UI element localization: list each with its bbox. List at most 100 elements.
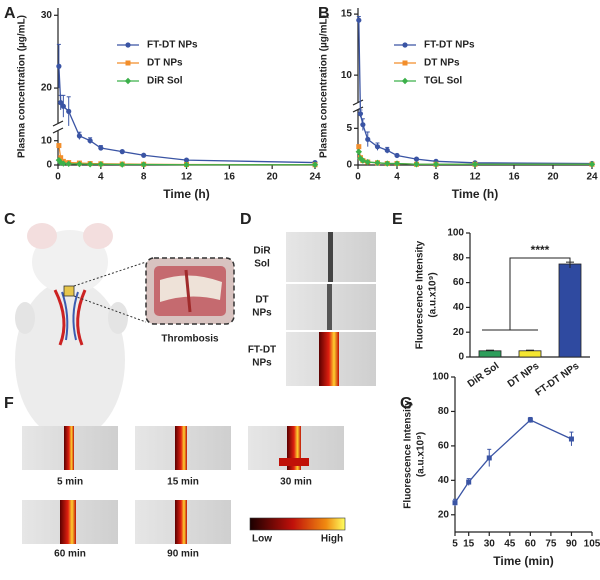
y-tick-label: 60 bbox=[453, 277, 465, 288]
image-label: 15 min bbox=[167, 477, 199, 488]
y-tick-label: 5 bbox=[346, 123, 352, 134]
marker bbox=[401, 77, 409, 85]
panel-letter: C bbox=[4, 211, 16, 228]
fluorescence-images bbox=[286, 232, 376, 386]
marker bbox=[486, 455, 492, 461]
bar bbox=[558, 263, 582, 358]
x-tick-label: 20 bbox=[267, 172, 279, 183]
marker bbox=[355, 148, 363, 155]
x-axis-label: Time (min) bbox=[493, 554, 553, 568]
y-tick-label: 15 bbox=[341, 9, 353, 20]
x-tick-label: 15 bbox=[463, 539, 475, 550]
marker bbox=[58, 155, 64, 161]
marker bbox=[98, 145, 104, 151]
panel-letter: E bbox=[392, 211, 403, 228]
x-tick-label: 16 bbox=[508, 172, 520, 183]
x-tick-label: FT-DT NPs bbox=[534, 360, 582, 398]
marker bbox=[471, 161, 479, 168]
marker bbox=[413, 161, 420, 168]
y-axis-label: Fluorescence Intensity bbox=[415, 240, 426, 349]
y-tick-label: 0 bbox=[458, 352, 464, 363]
marker bbox=[56, 143, 62, 149]
x-tick-label: 4 bbox=[98, 172, 104, 183]
legend-label: FT-DT NPs bbox=[424, 40, 475, 51]
y-axis-label: Plasma concentration (µg/mL) bbox=[17, 15, 28, 158]
y-tick-label: 20 bbox=[453, 327, 465, 338]
marker bbox=[360, 122, 366, 128]
image-label: NPs bbox=[252, 308, 272, 319]
marker bbox=[87, 138, 93, 144]
marker bbox=[394, 152, 400, 159]
panel-letter: D bbox=[240, 211, 252, 228]
marker bbox=[402, 60, 408, 66]
panel-letter: B bbox=[318, 5, 330, 22]
marker bbox=[56, 63, 62, 69]
marker bbox=[374, 144, 381, 150]
marker bbox=[119, 161, 126, 168]
x-tick-label: 90 bbox=[566, 539, 578, 550]
marker bbox=[65, 160, 72, 167]
image-label: 5 min bbox=[57, 477, 83, 488]
time-lapse-images bbox=[22, 426, 346, 544]
marker bbox=[183, 161, 190, 168]
marker bbox=[374, 159, 381, 166]
x-tick-label: 60 bbox=[525, 539, 537, 550]
axis-break bbox=[352, 106, 364, 113]
series-line bbox=[358, 20, 593, 165]
axis-break bbox=[352, 99, 364, 106]
bar bbox=[478, 350, 502, 358]
x-axis-label: Time (h) bbox=[452, 187, 498, 201]
marker bbox=[125, 42, 131, 48]
x-axis-label: Time (h) bbox=[163, 187, 209, 201]
significance-bracket bbox=[509, 257, 571, 330]
y-axis-label: (a.u.x10⁹) bbox=[416, 432, 427, 477]
x-tick-label: 24 bbox=[309, 172, 321, 183]
y-tick-label: 80 bbox=[453, 252, 465, 263]
marker bbox=[140, 161, 147, 168]
panel-letter: G bbox=[400, 395, 412, 412]
y-tick-label: 40 bbox=[453, 302, 465, 313]
marker bbox=[60, 160, 67, 167]
annotation: **** bbox=[531, 243, 550, 257]
image-label: DT bbox=[255, 295, 268, 306]
panel-letter: A bbox=[4, 5, 16, 22]
x-tick-label: 20 bbox=[547, 172, 559, 183]
marker bbox=[452, 500, 458, 506]
marker bbox=[365, 136, 371, 142]
marker bbox=[125, 60, 131, 66]
x-tick-label: 8 bbox=[433, 172, 439, 183]
image-label: FT-DT bbox=[248, 345, 276, 356]
panel-letter: F bbox=[4, 395, 14, 412]
marker bbox=[66, 108, 72, 114]
marker bbox=[527, 417, 533, 423]
marker bbox=[413, 156, 420, 162]
x-tick-label: 45 bbox=[504, 539, 516, 550]
y-tick-label: 60 bbox=[438, 441, 450, 452]
x-tick-label: 105 bbox=[584, 539, 600, 550]
marker bbox=[364, 158, 371, 166]
marker bbox=[432, 161, 440, 168]
marker bbox=[568, 436, 574, 442]
y-tick-label: 80 bbox=[438, 406, 450, 417]
marker bbox=[60, 103, 66, 109]
marker bbox=[356, 144, 362, 150]
legend-label: DiR Sol bbox=[147, 76, 183, 87]
marker bbox=[357, 111, 364, 117]
marker bbox=[384, 160, 391, 167]
x-tick-label: 0 bbox=[55, 172, 61, 183]
marker bbox=[124, 77, 132, 85]
image-caption: Thrombosis bbox=[161, 334, 219, 345]
axis-break bbox=[52, 120, 64, 127]
marker bbox=[588, 161, 596, 168]
legend-label: TGL Sol bbox=[424, 76, 462, 87]
marker bbox=[76, 133, 83, 139]
scale-label: Low bbox=[252, 534, 272, 545]
marker bbox=[141, 152, 147, 158]
x-tick-label: DT NPs bbox=[506, 360, 542, 390]
image-label: 30 min bbox=[280, 477, 312, 488]
series-line bbox=[454, 419, 572, 504]
image-label: 90 min bbox=[167, 549, 199, 560]
marker bbox=[359, 157, 367, 164]
x-tick-label: DiR Sol bbox=[466, 360, 502, 390]
